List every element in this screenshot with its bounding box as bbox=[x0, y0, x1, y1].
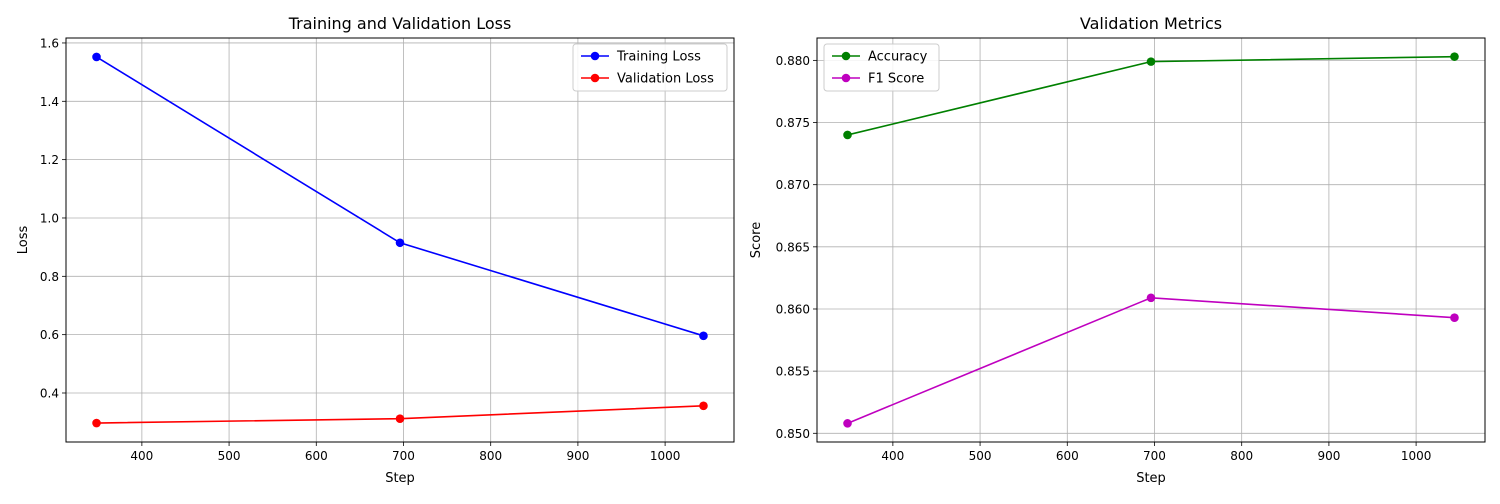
chart-title: Validation Metrics bbox=[1080, 14, 1222, 33]
grid bbox=[66, 38, 734, 442]
ticks: 400 500 600 700 800 900 1000 0.4 0.6 0.8 1.0 1.2 1.4… bbox=[40, 36, 680, 463]
x-tick-label: 900 bbox=[1317, 449, 1340, 463]
x-tick-label: 700 bbox=[1143, 449, 1166, 463]
y-tick-label: 0.875 bbox=[776, 116, 810, 130]
loss-chart-panel: Training and Validation Loss Step Loss 4… bbox=[16, 14, 735, 486]
series-lines bbox=[92, 52, 708, 428]
legend-label: F1 Score bbox=[868, 72, 924, 87]
y-tick-label: 0.860 bbox=[776, 302, 810, 316]
x-axis-label: Step bbox=[1136, 471, 1166, 486]
data-point bbox=[699, 401, 708, 411]
y-tick-label: 1.0 bbox=[40, 211, 59, 225]
data-point bbox=[843, 419, 852, 428]
data-point bbox=[1146, 293, 1156, 303]
x-tick-label: 600 bbox=[305, 449, 328, 463]
x-tick-label: 900 bbox=[566, 449, 589, 463]
legend-label: Validation Loss bbox=[617, 72, 714, 87]
legend: Training Loss Validation Loss bbox=[572, 43, 728, 92]
y-tick-label: 0.6 bbox=[40, 328, 59, 342]
legend-label: Training Loss bbox=[616, 50, 701, 65]
y-tick-label: 0.865 bbox=[776, 240, 810, 254]
x-tick-label: 500 bbox=[218, 449, 241, 463]
series-line bbox=[96, 56, 704, 337]
grid bbox=[817, 38, 1485, 442]
y-tick-label: 1.6 bbox=[40, 36, 59, 50]
x-tick-label: 800 bbox=[479, 449, 502, 463]
y-axis-label: Score bbox=[749, 222, 764, 258]
series-lines bbox=[843, 52, 1459, 428]
data-point bbox=[395, 238, 405, 248]
x-tick-label: 1000 bbox=[650, 449, 681, 463]
data-point bbox=[1450, 313, 1459, 322]
y-tick-label: 0.880 bbox=[776, 54, 810, 68]
legend-marker bbox=[590, 51, 600, 61]
x-tick-label: 500 bbox=[969, 449, 992, 463]
y-tick-label: 0.870 bbox=[776, 178, 810, 192]
legend-marker bbox=[841, 51, 851, 61]
y-tick-label: 0.850 bbox=[776, 427, 810, 441]
x-tick-label: 400 bbox=[881, 449, 904, 463]
series-line bbox=[847, 296, 1455, 425]
chart-title: Training and Validation Loss bbox=[288, 14, 512, 33]
legend-marker bbox=[841, 73, 851, 83]
y-tick-label: 1.4 bbox=[40, 95, 59, 109]
data-point bbox=[1146, 57, 1156, 66]
y-axis-label: Loss bbox=[16, 226, 31, 255]
legend-label: Accuracy bbox=[868, 50, 928, 65]
data-point bbox=[92, 418, 101, 428]
plot-frame bbox=[816, 37, 1486, 443]
y-tick-label: 0.8 bbox=[40, 270, 59, 284]
data-point bbox=[395, 414, 405, 423]
data-point bbox=[843, 130, 852, 140]
plot-frame bbox=[65, 37, 735, 443]
legend: Accuracy F1 Score bbox=[823, 43, 940, 92]
y-tick-label: 0.855 bbox=[776, 365, 810, 379]
legend-box bbox=[572, 43, 728, 92]
x-tick-label: 1000 bbox=[1401, 449, 1432, 463]
x-tick-label: 700 bbox=[392, 449, 415, 463]
data-point bbox=[699, 331, 708, 341]
data-point bbox=[92, 52, 101, 62]
ticks: 400 500 600 700 800 900 1000 0.850 0.855 0.860 0.8… bbox=[776, 54, 1432, 463]
legend-marker bbox=[590, 73, 600, 83]
metrics-chart-panel: Validation Metrics Step Score 400 500 600 7… bbox=[749, 14, 1486, 486]
y-tick-label: 1.2 bbox=[40, 153, 59, 167]
x-tick-label: 400 bbox=[130, 449, 153, 463]
x-axis-label: Step bbox=[385, 471, 415, 486]
y-tick-label: 0.4 bbox=[40, 386, 59, 400]
x-tick-label: 600 bbox=[1056, 449, 1079, 463]
data-point bbox=[1450, 52, 1459, 61]
x-tick-label: 800 bbox=[1230, 449, 1253, 463]
